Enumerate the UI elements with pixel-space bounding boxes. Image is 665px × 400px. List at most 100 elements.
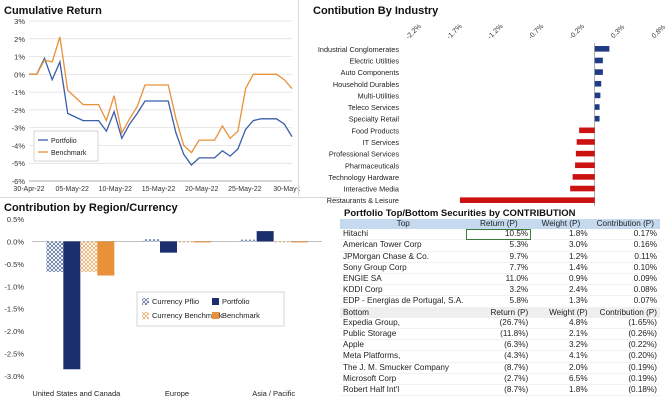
weight-cell[interactable]: 0.9% <box>531 273 591 286</box>
cumulative-return-chart: 3% 2% 1% 0% -1% -2% -3% -4% -5% -6%30-Apr-22 05-Ma… <box>12 18 300 193</box>
contribution-cell[interactable]: 0.16% <box>590 239 660 252</box>
contribution-cell[interactable]: (0.26%) <box>590 328 660 341</box>
contribution-cell[interactable]: 0.11% <box>590 251 660 263</box>
category-label: United States and Canada <box>32 389 121 398</box>
contribution-cell[interactable]: (0.19%) <box>590 373 660 386</box>
security-name[interactable]: Public Storage <box>340 328 467 341</box>
contribution-cell[interactable]: (0.18%) <box>590 384 660 397</box>
security-name[interactable]: ENGIE SA <box>340 273 467 286</box>
bottom-security-row: The J. M. Smucker Company (8.7%) 2.0% (0.19… <box>340 362 660 374</box>
weight-cell[interactable]: 3.2% <box>531 339 591 352</box>
return-cell[interactable]: (11.8%) <box>466 328 532 341</box>
securities-table: Top Return (P) Weight (P) Contribution (… <box>340 219 660 397</box>
contribution-cell[interactable]: 0.10% <box>590 262 660 275</box>
weight-cell[interactable]: 4.8% <box>531 317 591 330</box>
bar <box>256 231 274 242</box>
contribution-cell[interactable]: (0.19%) <box>590 362 660 374</box>
weight-cell[interactable]: 1.4% <box>531 262 591 275</box>
category-label: Industrial Conglomerates <box>318 45 399 54</box>
x-tick-label: 30-May-2 <box>273 186 300 193</box>
x-tick-label: 20-May-22 <box>185 186 219 193</box>
legend-box <box>136 291 285 327</box>
return-cell[interactable]: (8.7%) <box>466 384 532 397</box>
x-tick-label: 0.3% <box>610 24 626 40</box>
securities-table-title: Portfolio Top/Bottom Securities by CONTR… <box>344 208 576 219</box>
return-cell[interactable]: 5.8% <box>466 295 532 308</box>
return-cell[interactable]: (26.7%) <box>466 317 532 330</box>
top-security-row: Sony Group Corp 7.7% 1.4% 0.10% <box>340 262 660 275</box>
legend-label: Currency Pflio <box>152 297 199 306</box>
col-header-contribution: Contribution (P) <box>590 219 660 230</box>
top-security-row: ENGIE SA 11.0% 0.9% 0.09% <box>340 273 660 286</box>
return-cell[interactable]: 10.5% <box>466 229 532 241</box>
category-label: Technology Hardware <box>328 173 399 182</box>
bottom-security-row: Meta Platforms, (4.3%) 4.1% (0.20%) <box>340 350 660 363</box>
series-line-benchmark <box>29 36 293 154</box>
y-tick-label: -2.5% <box>4 350 24 359</box>
return-cell[interactable]: 11.0% <box>466 273 532 286</box>
category-label: Auto Components <box>341 68 400 77</box>
return-cell[interactable]: 7.7% <box>466 262 532 275</box>
category-label: Restaurants & Leisure <box>327 196 399 205</box>
weight-cell[interactable]: 2.0% <box>531 362 591 374</box>
bar <box>143 239 160 242</box>
y-tick-label: -3% <box>12 124 26 133</box>
security-name[interactable]: KDDI Corp <box>340 284 467 297</box>
y-tick-label: 0.0% <box>7 237 24 246</box>
weight-cell[interactable]: 2.4% <box>531 284 591 297</box>
contribution-cell[interactable]: (1.65%) <box>590 317 660 330</box>
contribution-cell[interactable]: (0.22%) <box>590 339 660 352</box>
security-name[interactable]: Hitachi <box>340 229 467 241</box>
weight-cell[interactable]: 4.1% <box>531 350 591 363</box>
security-name[interactable]: EDP - Energias de Portugal, S.A. <box>340 295 467 308</box>
bar <box>579 127 595 134</box>
bar <box>594 115 600 122</box>
col-header-bottom: Bottom <box>340 307 467 318</box>
legend-label: Portfolio <box>222 297 250 306</box>
col-header-return-bottom: Return (P) <box>466 307 532 318</box>
contribution-cell[interactable]: (0.20%) <box>590 350 660 363</box>
weight-cell[interactable]: 1.8% <box>531 229 591 241</box>
x-tick-label: -2.2% <box>405 23 423 41</box>
y-tick-label: -2.0% <box>4 327 24 336</box>
weight-cell[interactable]: 1.8% <box>531 384 591 397</box>
bar <box>273 241 291 243</box>
return-cell[interactable]: (6.3%) <box>466 339 532 352</box>
return-cell[interactable]: 9.7% <box>466 251 532 263</box>
bottom-security-row: Expedia Group, (26.7%) 4.8% (1.65%) <box>340 317 660 330</box>
return-cell[interactable]: (2.7%) <box>466 373 532 386</box>
security-name[interactable]: American Tower Corp <box>340 239 467 252</box>
security-name[interactable]: JPMorgan Chase & Co. <box>340 251 467 263</box>
return-cell[interactable]: 3.2% <box>466 284 532 297</box>
x-tick-label: -0.2% <box>568 23 586 41</box>
return-cell[interactable]: 5.3% <box>466 239 532 252</box>
weight-cell[interactable]: 1.3% <box>531 295 591 308</box>
weight-cell[interactable]: 6.5% <box>531 373 591 386</box>
series-line-portfolio <box>29 56 293 166</box>
weight-cell[interactable]: 1.2% <box>531 251 591 263</box>
contribution-cell[interactable]: 0.09% <box>590 273 660 286</box>
weight-cell[interactable]: 3.0% <box>531 239 591 252</box>
bottom-security-row: Apple (6.3%) 3.2% (0.22%) <box>340 339 660 352</box>
contribution-cell[interactable]: 0.17% <box>590 229 660 241</box>
contribution-cell[interactable]: 0.07% <box>590 295 660 308</box>
security-name[interactable]: Expedia Group, <box>340 317 467 330</box>
x-tick-label: 15-May-22 <box>142 186 176 193</box>
security-name[interactable]: Apple <box>340 339 467 352</box>
security-name[interactable]: Meta Platforms, <box>340 350 467 363</box>
security-name[interactable]: Robert Half Int'l <box>340 384 467 397</box>
return-cell[interactable]: (8.7%) <box>466 362 532 374</box>
security-name[interactable]: Sony Group Corp <box>340 262 467 275</box>
security-name[interactable]: Microsoft Corp <box>340 373 467 386</box>
bar <box>177 241 194 243</box>
weight-cell[interactable]: 2.1% <box>531 328 591 341</box>
cumulative-return-title: Cumulative Return <box>4 5 102 17</box>
region-contribution-title: Contribution by Region/Currency <box>4 202 178 214</box>
contribution-cell[interactable]: 0.08% <box>590 284 660 297</box>
bar <box>572 174 595 180</box>
return-cell[interactable]: (4.3%) <box>466 350 532 363</box>
x-tick-label: 05-May-22 <box>55 186 89 193</box>
security-name[interactable]: The J. M. Smucker Company <box>340 362 467 374</box>
bottom-security-row: Microsoft Corp (2.7%) 6.5% (0.19%) <box>340 373 660 386</box>
bar <box>239 239 257 242</box>
